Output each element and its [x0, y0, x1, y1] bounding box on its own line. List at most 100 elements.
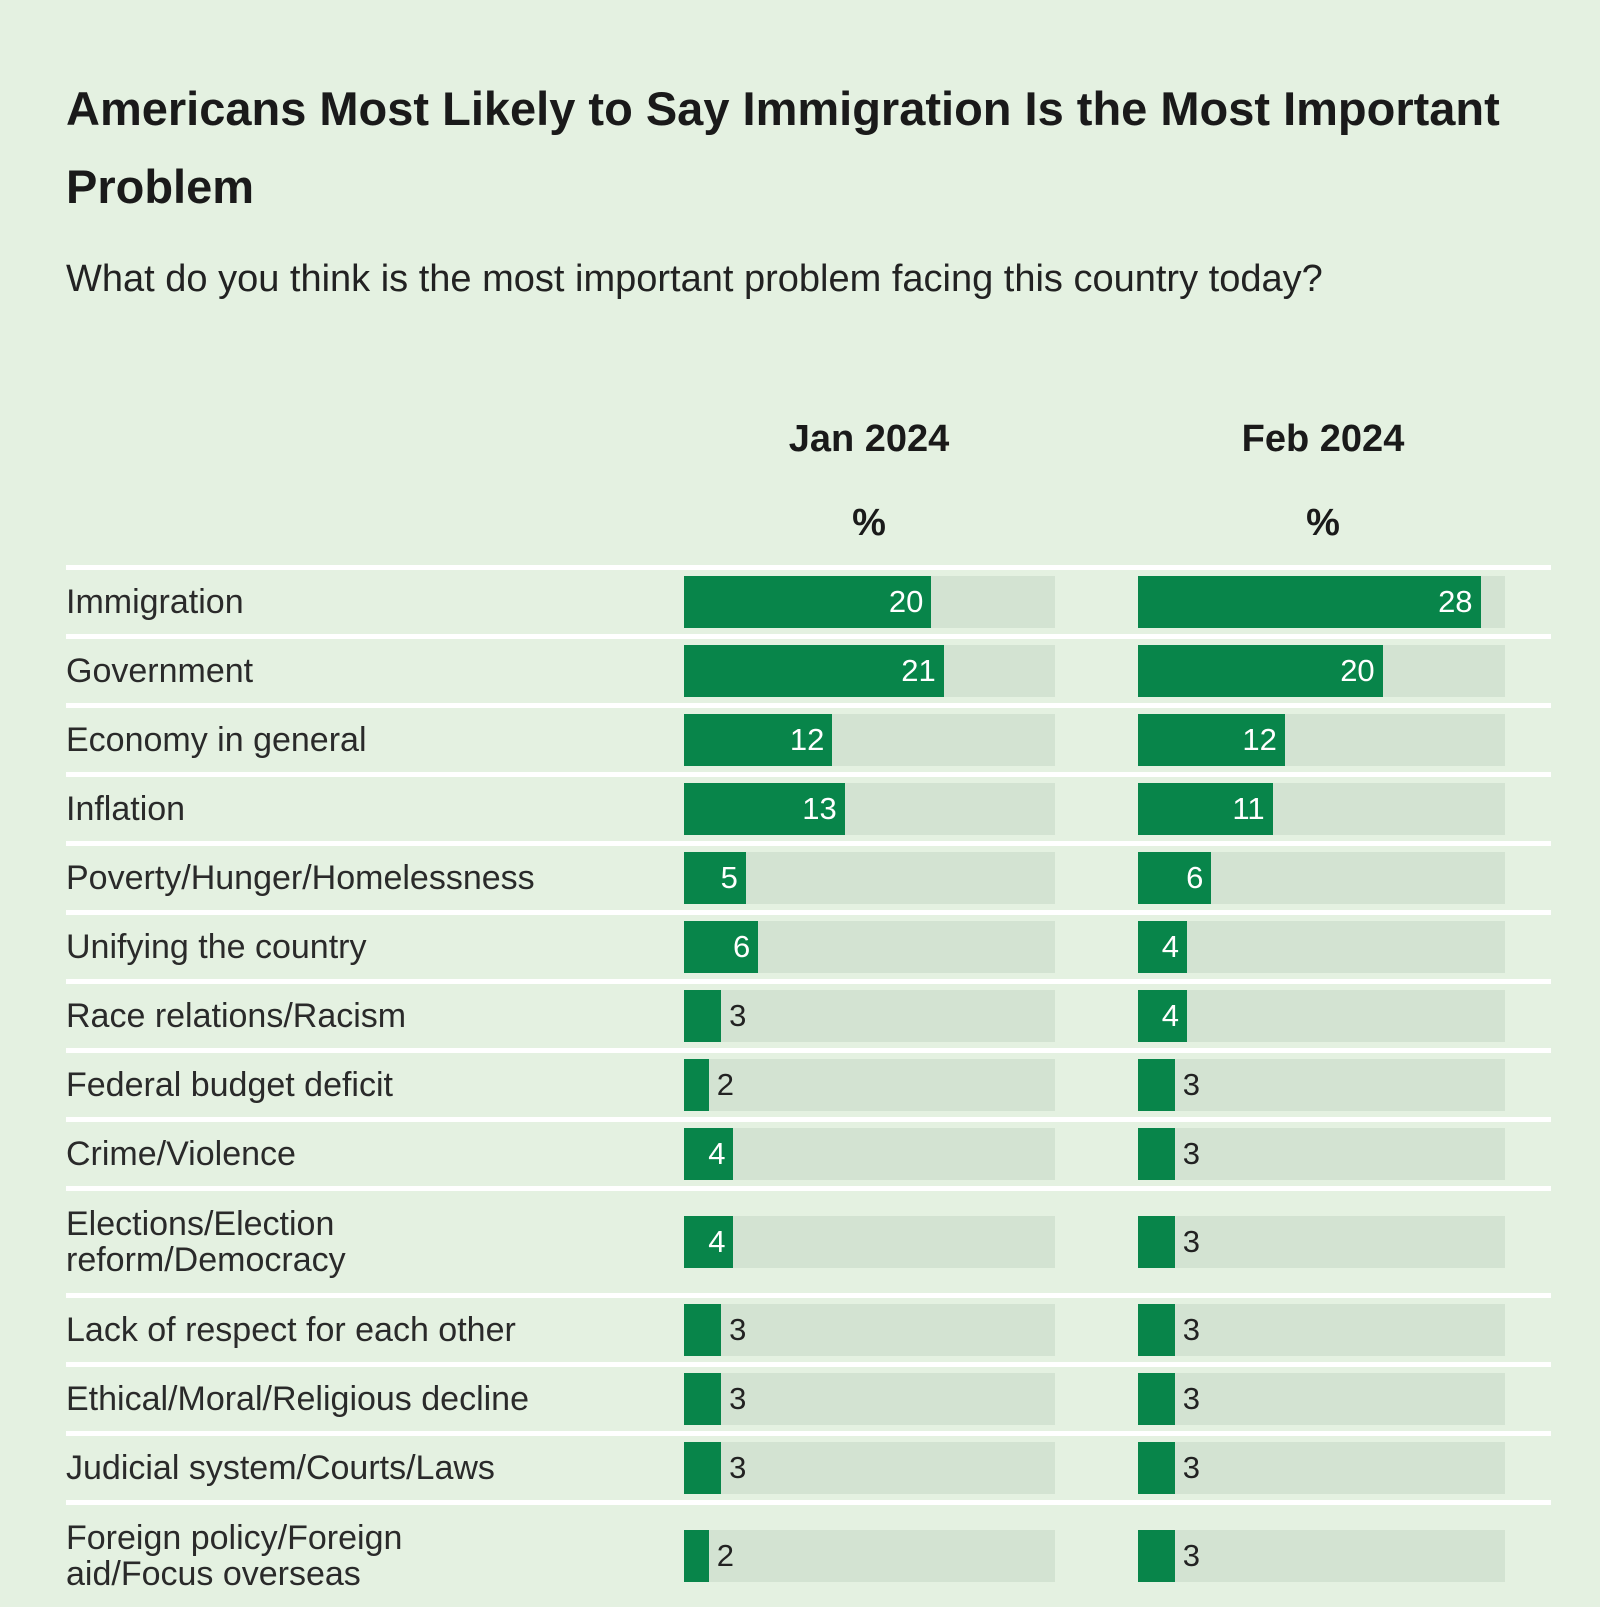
data-label: 3: [1182, 1538, 1200, 1573]
bar: [1138, 1373, 1175, 1425]
chart-row: Lack of respect for each other 3 3: [66, 1293, 1551, 1362]
bar-track: 4: [1138, 990, 1505, 1042]
bar: [684, 1373, 722, 1425]
category-label: Foreign policy/Foreign aid/Focus oversea…: [66, 1519, 403, 1593]
data-label: 2: [716, 1067, 734, 1102]
bar: [684, 1530, 709, 1582]
data-label: 28: [1438, 584, 1473, 619]
bar-track: 3: [684, 990, 1055, 1042]
data-label: 3: [729, 1381, 747, 1416]
bar-track: 3: [684, 1442, 1055, 1494]
bar: [1138, 645, 1383, 697]
chart-row: Elections/Election reform/Democracy 4 3: [66, 1186, 1551, 1293]
bar-track: 3: [1138, 1373, 1505, 1425]
bar-track: 20: [1138, 645, 1505, 697]
bar: [1138, 1530, 1175, 1582]
bar-track: 21: [684, 645, 1055, 697]
category-label: Race relations/Racism: [66, 997, 407, 1035]
data-label: 2: [716, 1538, 734, 1573]
bar: [1138, 714, 1285, 766]
chart-row: Race relations/Racism 3 4: [66, 979, 1551, 1048]
bar: [1138, 852, 1212, 904]
bar-track: 20: [684, 576, 1055, 628]
bar: [1138, 1059, 1175, 1111]
bar: [684, 1128, 734, 1180]
bar-track: 2: [684, 1059, 1055, 1111]
category-label: Inflation: [66, 790, 186, 828]
bar: [684, 783, 845, 835]
bar: [1138, 921, 1187, 973]
chart-subtitle: What do you think is the most important …: [66, 258, 1323, 300]
chart-rows: Immigration 20 28 Government 21 20 Economy in …: [66, 565, 1551, 1607]
bar-track: 11: [1138, 783, 1505, 835]
chart-row: Foreign policy/Foreign aid/Focus oversea…: [66, 1500, 1551, 1607]
data-label: 4: [1161, 929, 1179, 964]
data-label: 12: [789, 722, 825, 757]
bar-track: 4: [684, 1216, 1055, 1268]
bar-track: 3: [1138, 1216, 1505, 1268]
bar: [684, 852, 746, 904]
bar-track: 6: [1138, 852, 1505, 904]
data-label: 20: [888, 584, 924, 619]
data-label: 3: [1182, 1450, 1200, 1485]
chart-row: Judicial system/Courts/Laws 3 3: [66, 1431, 1551, 1500]
bar: [684, 1304, 722, 1356]
chart-row: Economy in general 12 12: [66, 703, 1551, 772]
category-label: Government: [66, 652, 254, 690]
category-label: Immigration: [66, 583, 244, 621]
bar-track: 12: [1138, 714, 1505, 766]
data-label: 4: [708, 1136, 726, 1171]
data-label: 6: [732, 929, 751, 964]
chart-row: Government 21 20: [66, 634, 1551, 703]
bar-track: 13: [684, 783, 1055, 835]
chart-row: Poverty/Hunger/Homelessness 5 6: [66, 841, 1551, 910]
category-label: Federal budget deficit: [66, 1066, 393, 1104]
category-label: Unifying the country: [66, 928, 367, 966]
data-label: 3: [729, 1312, 747, 1347]
data-label: 3: [1182, 1312, 1200, 1347]
bar-track: 3: [1138, 1442, 1505, 1494]
bar-track: 6: [684, 921, 1055, 973]
bar: [684, 1442, 722, 1494]
column-header-feb: Feb 2024: [1241, 418, 1405, 460]
data-label: 3: [729, 1450, 747, 1485]
bar: [1138, 576, 1481, 628]
bar-track: 3: [1138, 1128, 1505, 1180]
bar-track: 3: [1138, 1530, 1505, 1582]
category-label: Ethical/Moral/Religious decline: [66, 1380, 530, 1418]
column-header-jan: Jan 2024: [788, 418, 950, 460]
bar: [684, 1059, 709, 1111]
category-label: Poverty/Hunger/Homelessness: [66, 859, 535, 897]
category-label: Judicial system/Courts/Laws: [66, 1449, 495, 1487]
chart-row: Ethical/Moral/Religious decline 3 3: [66, 1362, 1551, 1431]
bar: [1138, 1216, 1175, 1268]
unit-label-jan: %: [852, 502, 886, 544]
chart-title: Americans Most Likely to Say Immigration…: [66, 82, 1500, 213]
bar-track: 3: [684, 1304, 1055, 1356]
bar-track: 5: [684, 852, 1055, 904]
bar: [1138, 1442, 1175, 1494]
bar: [684, 990, 722, 1042]
chart-row: Immigration 20 28: [66, 565, 1551, 634]
chart-row: Crime/Violence 4 3: [66, 1117, 1551, 1186]
data-label: 20: [1340, 653, 1375, 688]
chart-row: Unifying the country 6 4: [66, 910, 1551, 979]
data-label: 3: [1182, 1136, 1200, 1171]
bar-track: 3: [1138, 1059, 1505, 1111]
bar: [684, 921, 759, 973]
bar: [684, 1216, 734, 1268]
data-label: 13: [802, 791, 837, 826]
bar: [1138, 783, 1273, 835]
data-label: 6: [1186, 860, 1204, 895]
bar: [1138, 1304, 1175, 1356]
data-label: 21: [901, 653, 936, 688]
data-label: 4: [708, 1224, 726, 1259]
unit-label-feb: %: [1306, 502, 1340, 544]
bar-track: 4: [1138, 921, 1505, 973]
category-label: Economy in general: [66, 721, 367, 759]
bar-track: 3: [1138, 1304, 1505, 1356]
category-label: Lack of respect for each other: [66, 1311, 516, 1349]
bar-track: 2: [684, 1530, 1055, 1582]
category-label: Crime/Violence: [66, 1135, 296, 1173]
data-label: 12: [1242, 722, 1277, 757]
